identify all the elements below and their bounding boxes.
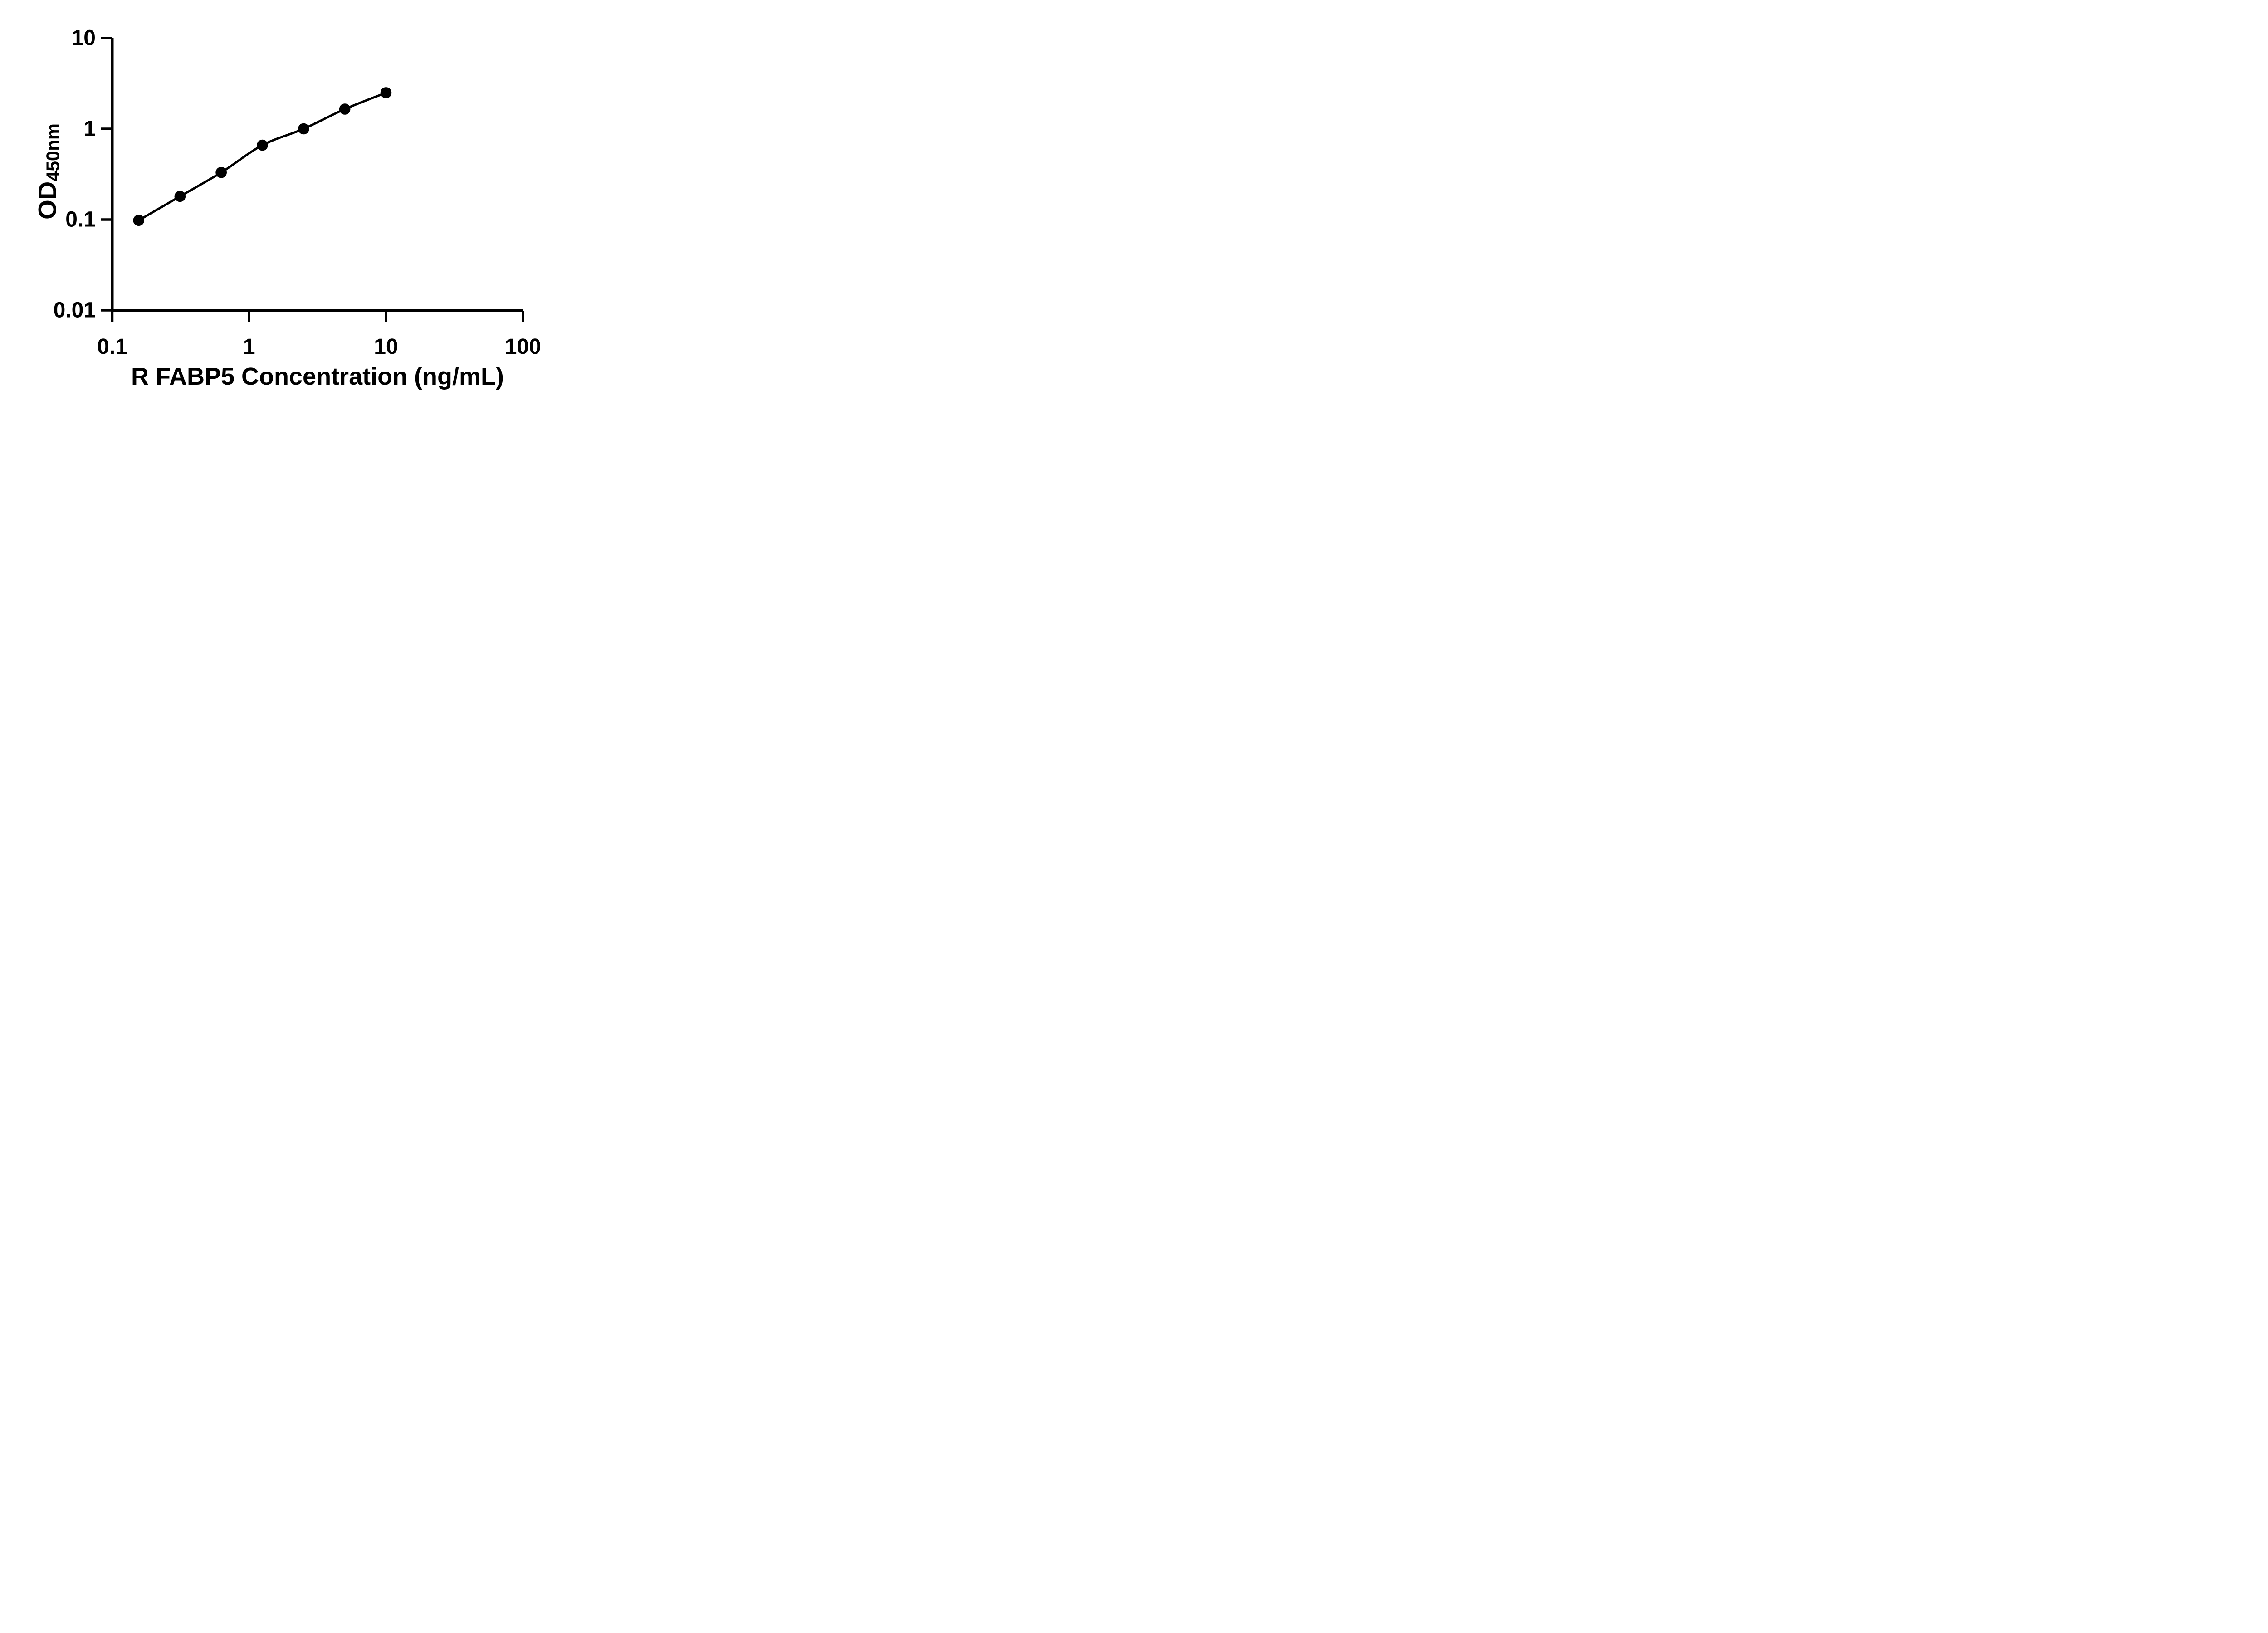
y-axis-title: OD450nm bbox=[33, 123, 64, 220]
x-tick-label: 1 bbox=[243, 335, 255, 359]
data-point bbox=[174, 191, 186, 202]
y-tick-label: 0.01 bbox=[54, 298, 96, 323]
y-tick-label: 10 bbox=[72, 26, 96, 50]
y-axis-title-main: OD bbox=[33, 181, 62, 220]
data-point bbox=[215, 166, 227, 178]
y-axis-title-subscript: 450nm bbox=[42, 123, 64, 181]
data-point bbox=[133, 215, 145, 226]
x-tick-label: 100 bbox=[505, 335, 541, 359]
x-axis-title: R FABP5 Concentration (ng/mL) bbox=[131, 363, 504, 390]
data-point bbox=[257, 139, 268, 151]
elisa-standard-curve-figure: 10 1 0.1 0.01 0.1 1 10 100 OD450nm R FABP5 Conc… bbox=[0, 0, 583, 408]
data-point bbox=[298, 123, 309, 135]
y-tick-label: 0.1 bbox=[65, 208, 96, 232]
data-point bbox=[380, 87, 392, 98]
y-tick-label: 1 bbox=[83, 117, 96, 141]
data-point bbox=[339, 103, 351, 115]
x-tick-label: 0.1 bbox=[97, 335, 127, 359]
x-tick-label: 10 bbox=[374, 335, 398, 359]
